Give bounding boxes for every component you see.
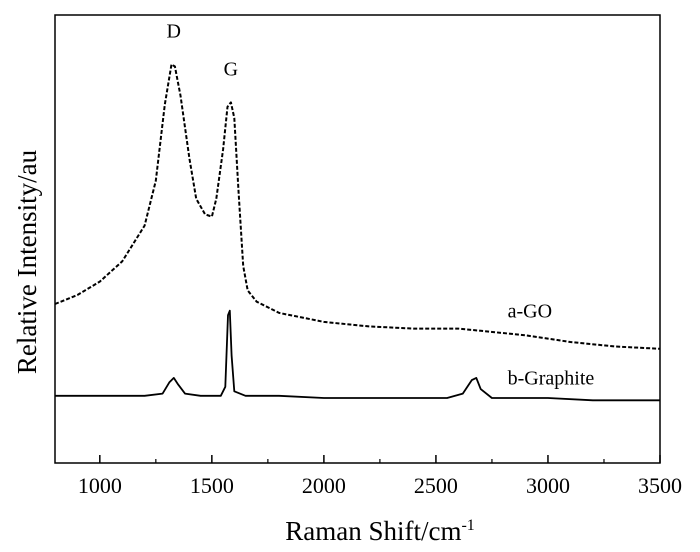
x-axis-label-superscript: -1 (461, 517, 474, 534)
plot-frame (54, 14, 661, 464)
plot-frame-rect (54, 14, 661, 464)
x-axis-ticks: 1000 1500 2000 2500 3000 3500 (78, 455, 682, 498)
x-axis-label: Raman Shift/cm-1 (285, 516, 475, 546)
x-tick-label-2500: 2500 (414, 473, 458, 498)
y-axis-label: Relative Intensity/au (12, 149, 42, 374)
x-tick-label-3500: 3500 (638, 473, 682, 498)
x-tick-label-2000: 2000 (302, 473, 346, 498)
x-tick-label-1500: 1500 (190, 473, 234, 498)
x-tick-label-3000: 3000 (526, 473, 570, 498)
series-lines (54, 63, 661, 402)
x-tick-label-1000: 1000 (78, 473, 122, 498)
series-line-b-graphite (55, 309, 660, 402)
series-line-a-go (54, 63, 661, 350)
annotation-a-go: a-GO (508, 300, 552, 322)
annotation-g: G (224, 58, 238, 80)
annotations: D Ga-GO b-Graphite (167, 20, 595, 389)
annotation-b-graphite: b-Graphite (508, 368, 595, 390)
annotation-d: D (167, 20, 181, 42)
